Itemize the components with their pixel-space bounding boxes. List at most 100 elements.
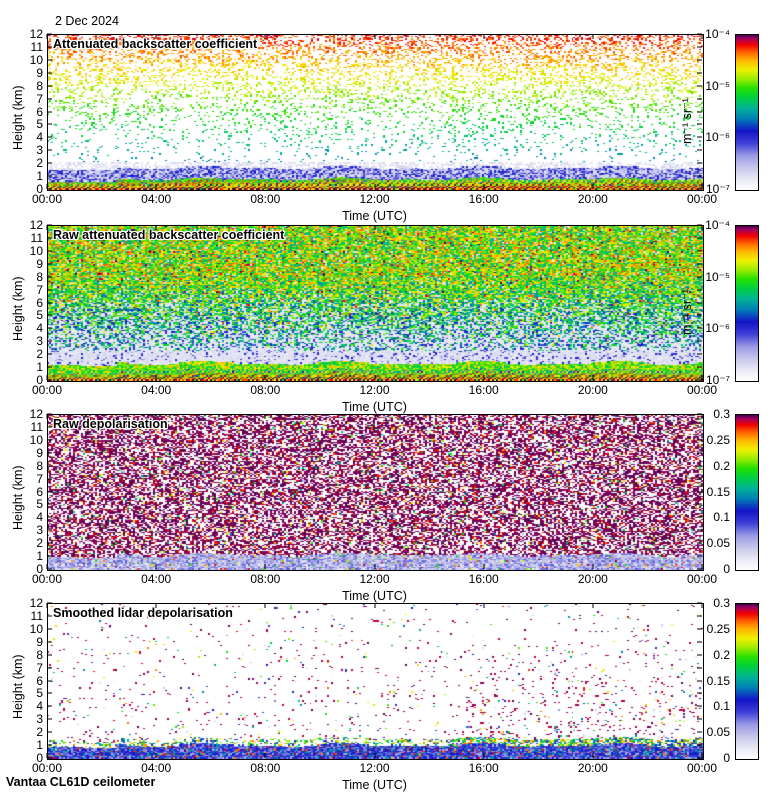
x-tickmark bbox=[155, 564, 157, 569]
x-tickmark bbox=[592, 564, 594, 569]
y-tickmark bbox=[47, 568, 52, 570]
y-tick-label: 11 bbox=[30, 419, 43, 434]
x-tickmark-top bbox=[264, 225, 266, 230]
y-tick-label: 10 bbox=[29, 432, 43, 447]
y-tickmark bbox=[47, 263, 52, 265]
x-tick-label: 00:00 bbox=[686, 192, 718, 206]
y-tick-label: 2 bbox=[36, 725, 43, 740]
y-tickmark bbox=[47, 602, 52, 604]
y-tick-label: 10 bbox=[29, 621, 43, 636]
y-tickmark bbox=[47, 353, 52, 355]
y-tickmark-right bbox=[697, 555, 702, 557]
colorbar-tick-label: 0.3 bbox=[713, 407, 730, 421]
y-tickmark bbox=[47, 314, 52, 316]
x-tickmark bbox=[264, 184, 266, 189]
x-tickmark bbox=[374, 753, 375, 758]
colorbar-tick-label: 0.3 bbox=[713, 596, 730, 610]
x-tickmark bbox=[264, 375, 266, 380]
panel-raw-depolarisation: Raw depolarisation 0 1 2 3 4 5 6 7 8 9 10 11 12 00:00 0… bbox=[11, 408, 717, 603]
y-tickmark-right bbox=[697, 667, 702, 669]
y-tickmark bbox=[47, 237, 52, 239]
colorbar-tick-label: 10⁻⁵ bbox=[705, 269, 730, 284]
y-tickmark-right bbox=[697, 542, 702, 544]
y-tickmark-right bbox=[697, 731, 702, 733]
x-tick-label: 00:00 bbox=[31, 192, 63, 206]
y-tickmark-right bbox=[697, 224, 702, 226]
colorbar-tick-label: 0.05 bbox=[706, 536, 730, 551]
y-tick-label: 7 bbox=[36, 91, 43, 106]
y-tickmark-right bbox=[697, 426, 702, 428]
y-tick-label: 6 bbox=[36, 673, 43, 688]
colorbar-tick-label: 0.2 bbox=[713, 647, 730, 662]
y-tickmark bbox=[47, 680, 52, 681]
data-canvas bbox=[48, 415, 703, 570]
y-tickmark-right bbox=[697, 692, 702, 694]
colorbar-gradient bbox=[735, 603, 759, 760]
y-tick-label: 0 bbox=[36, 751, 43, 765]
y-tickmark-right bbox=[697, 314, 702, 316]
x-tickmark bbox=[374, 375, 375, 380]
y-tickmark bbox=[47, 654, 52, 656]
x-axis-label: Time (UTC) bbox=[342, 209, 407, 223]
x-tickmark bbox=[701, 184, 703, 189]
y-tickmark-right bbox=[697, 615, 702, 617]
x-tick-label: 08:00 bbox=[250, 761, 281, 775]
colorbar-tick-label: 10⁻⁶ bbox=[705, 321, 730, 336]
y-tick-label: 8 bbox=[36, 458, 43, 473]
plot-area-raw-depolarisation[interactable] bbox=[47, 414, 704, 571]
x-tick-label: 04:00 bbox=[141, 761, 172, 775]
y-tick-label: 5 bbox=[36, 308, 43, 323]
colorbar-smoothed-lidar-depolarisation: 0.3 0.25 0.2 0.15 0.1 0.05 0 bbox=[707, 597, 759, 764]
y-tickmark bbox=[47, 46, 52, 48]
y-tickmark-right bbox=[697, 175, 702, 177]
colorbar-tick-label: 10⁻⁴ bbox=[705, 27, 730, 41]
colorbar-canvas bbox=[736, 415, 758, 570]
y-tickmark-right bbox=[697, 276, 702, 278]
colorbar-tick-label: 10⁻⁶ bbox=[705, 130, 730, 145]
y-tick-label: 0 bbox=[36, 182, 43, 196]
y-tickmark bbox=[47, 757, 52, 759]
y-tickmark bbox=[47, 379, 52, 381]
x-tickmark bbox=[483, 184, 485, 189]
y-tickmark bbox=[47, 59, 52, 61]
colorbar-tick-label: 0.25 bbox=[706, 621, 730, 636]
x-tickmark-top bbox=[46, 603, 48, 608]
x-axis-label: Time (UTC) bbox=[342, 589, 407, 603]
y-tickmark bbox=[47, 439, 52, 441]
x-tickmark bbox=[155, 375, 157, 380]
y-tickmark-right bbox=[697, 162, 702, 164]
x-tickmark bbox=[155, 753, 157, 758]
x-tickmark bbox=[374, 184, 375, 189]
y-tick-label: 12 bbox=[29, 596, 43, 610]
instrument-label: Vantaa CL61D ceilometer bbox=[6, 775, 156, 789]
y-tickmark bbox=[47, 136, 52, 138]
x-tickmark bbox=[701, 753, 703, 758]
x-tickmark-top bbox=[592, 34, 594, 39]
y-tickmark-right bbox=[697, 641, 702, 643]
x-tickmark-top bbox=[46, 225, 48, 230]
colorbar-unit-label: m⁻¹ sr⁻¹ bbox=[680, 97, 694, 144]
x-tick-label: 20:00 bbox=[577, 572, 608, 586]
y-tick-label: 2 bbox=[36, 156, 43, 171]
y-tickmark-right bbox=[697, 744, 702, 746]
x-tick-label: 04:00 bbox=[141, 192, 172, 206]
y-tick-label: 12 bbox=[29, 407, 43, 421]
y-tickmark-right bbox=[697, 302, 702, 303]
y-tickmark-right bbox=[697, 602, 702, 604]
plot-area-smoothed-lidar-depolarisation[interactable] bbox=[47, 603, 704, 760]
x-tickmark-top bbox=[483, 225, 485, 230]
y-tickmark-right bbox=[697, 250, 702, 252]
y-tickmark-right bbox=[697, 98, 702, 100]
y-tick-label: 4 bbox=[36, 699, 43, 714]
panel-title-raw-depolarisation: Raw depolarisation bbox=[53, 417, 168, 431]
y-tick-label: 4 bbox=[36, 510, 43, 525]
x-tickmark-top bbox=[374, 603, 375, 608]
plot-area-raw-attenuated-backscatter[interactable] bbox=[47, 225, 704, 382]
plot-area-attenuated-backscatter[interactable] bbox=[47, 34, 704, 191]
y-axis-label: Height (km) bbox=[11, 84, 25, 150]
x-tickmark-top bbox=[483, 603, 485, 608]
x-tickmark-top bbox=[374, 225, 375, 230]
x-tick-label: 00:00 bbox=[686, 383, 718, 397]
x-tick-label: 16:00 bbox=[468, 192, 499, 206]
y-tickmark bbox=[47, 692, 52, 694]
